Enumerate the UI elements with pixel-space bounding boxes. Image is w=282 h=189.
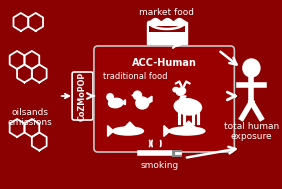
Text: traditional food: traditional food xyxy=(103,72,168,81)
Polygon shape xyxy=(125,122,135,127)
Ellipse shape xyxy=(109,98,123,108)
Ellipse shape xyxy=(136,97,149,109)
Circle shape xyxy=(133,91,142,100)
Ellipse shape xyxy=(174,99,201,115)
FancyBboxPatch shape xyxy=(94,46,234,152)
Text: total human
exposure: total human exposure xyxy=(224,122,279,141)
Polygon shape xyxy=(122,100,125,105)
Text: CoZMoPOP: CoZMoPOP xyxy=(78,71,87,121)
FancyBboxPatch shape xyxy=(149,26,185,32)
Circle shape xyxy=(243,59,260,77)
Text: oilsands
emissions: oilsands emissions xyxy=(8,108,53,127)
Ellipse shape xyxy=(169,127,205,135)
Polygon shape xyxy=(148,96,152,103)
Text: ACC-Human: ACC-Human xyxy=(132,58,197,68)
Ellipse shape xyxy=(113,127,144,135)
Circle shape xyxy=(107,94,113,100)
Polygon shape xyxy=(109,100,113,101)
Polygon shape xyxy=(183,121,195,127)
FancyBboxPatch shape xyxy=(147,22,187,44)
Polygon shape xyxy=(164,126,170,136)
Polygon shape xyxy=(132,94,134,96)
Ellipse shape xyxy=(173,88,179,92)
Text: market food: market food xyxy=(140,8,195,17)
Text: smoking: smoking xyxy=(140,161,179,170)
Polygon shape xyxy=(108,126,114,136)
FancyBboxPatch shape xyxy=(72,72,93,120)
Ellipse shape xyxy=(177,88,186,95)
Polygon shape xyxy=(179,96,186,101)
